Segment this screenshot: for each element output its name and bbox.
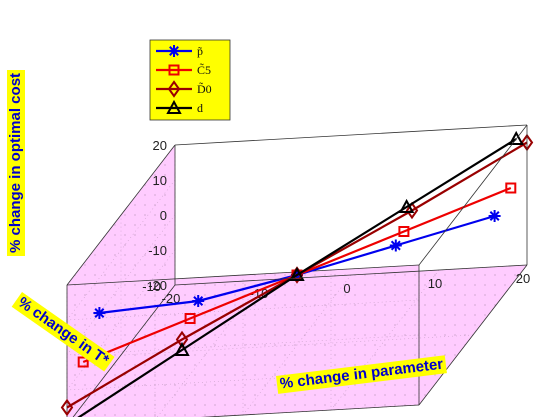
- legend-label: p̃: [197, 44, 203, 58]
- front-box-edges: [174, 124, 528, 406]
- z-tick-label: 0: [160, 208, 167, 223]
- z-tick-label: 10: [153, 173, 167, 188]
- legend-label: D̃0: [197, 82, 212, 96]
- data-point: [60, 398, 74, 417]
- data-point: [184, 313, 196, 324]
- legend-marker: [168, 64, 180, 76]
- box-edge: [66, 264, 420, 286]
- x-tick-label: -20: [162, 291, 181, 306]
- data-point: [398, 198, 415, 213]
- data-point: [398, 226, 410, 237]
- data-point: [192, 295, 205, 307]
- legend-entry: p̃: [156, 44, 203, 58]
- box-edge-front: [418, 264, 528, 406]
- data-point: [508, 130, 524, 145]
- series-3: [66, 130, 524, 417]
- legend-marker: [168, 45, 180, 57]
- legend-label: d: [197, 101, 203, 115]
- box-edge: [66, 144, 176, 286]
- legend-entry: C̃5: [156, 63, 211, 77]
- data-point: [174, 341, 190, 356]
- box-edge-front: [174, 264, 528, 286]
- x-tick-label: 0: [343, 281, 350, 296]
- data-point: [93, 307, 106, 319]
- box-edge: [200, 404, 420, 417]
- data-point: [405, 201, 419, 220]
- legend: p̃ C̃5 D̃0 d: [149, 39, 231, 121]
- legend-entry: D̃0: [156, 80, 212, 98]
- box-edge-front: [418, 124, 528, 266]
- data-point: [389, 239, 402, 252]
- x-tick-label: 10: [428, 276, 442, 291]
- series-line: [77, 138, 517, 417]
- x-tick-label: 20: [516, 271, 530, 286]
- legend-box: [149, 39, 231, 121]
- box-edge-front: [174, 124, 528, 146]
- legend-marker: [166, 99, 182, 114]
- legend-marker: [167, 80, 181, 98]
- legend-entry: d: [156, 99, 203, 115]
- series-layer: [60, 130, 534, 417]
- data-point: [488, 210, 501, 222]
- data-point: [175, 330, 189, 349]
- z-tick-label: -20: [148, 278, 167, 293]
- y-tick-label: -10: [142, 279, 161, 294]
- legend-label: C̃5: [197, 63, 211, 77]
- box-edge: [72, 284, 176, 417]
- z-tick-label: -10: [148, 243, 167, 258]
- z-axis-label: % change in optimal cost: [7, 69, 25, 256]
- data-point: [289, 266, 305, 281]
- z-tick-label: 20: [153, 138, 167, 153]
- data-point: [505, 182, 517, 194]
